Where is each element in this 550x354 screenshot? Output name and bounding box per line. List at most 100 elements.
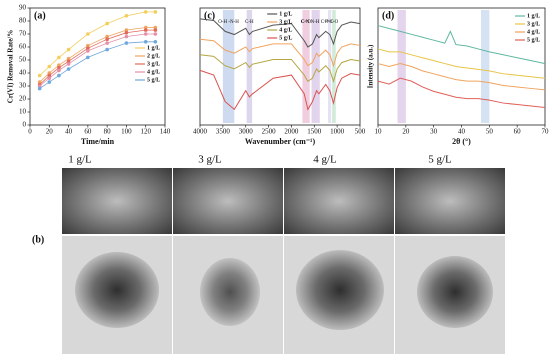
highlight-band (480, 10, 490, 123)
x-tick-label: 20 (46, 128, 54, 136)
tem-particle (200, 258, 260, 326)
column-label: 5 g/L (428, 154, 452, 166)
series-line (199, 54, 361, 83)
legend-label: 4 g/L (147, 69, 160, 75)
data-point (124, 28, 129, 32)
data-point (66, 59, 71, 64)
data-point (37, 80, 42, 84)
x-tick-label: 60 (514, 128, 522, 136)
data-point (153, 32, 158, 36)
y-tick-label: 40 (19, 69, 27, 77)
data-point (66, 62, 71, 66)
data-point (66, 47, 71, 52)
panel-label: (b) (32, 234, 44, 245)
x-tick-label: 40 (458, 128, 466, 136)
x-tick-label: 140 (160, 128, 171, 136)
sem-image (284, 168, 394, 234)
data-point (86, 49, 90, 53)
x-tick-label: 3000 (239, 128, 254, 136)
x-tick-label: 120 (140, 128, 151, 136)
data-point (105, 41, 109, 45)
band-label: P=O (325, 20, 335, 25)
data-point (37, 86, 42, 91)
data-point (143, 32, 148, 36)
x-tick-label: 20 (402, 128, 410, 136)
data-point (47, 76, 52, 80)
tem-particle (417, 256, 493, 328)
data-point (37, 84, 42, 88)
x-axis-label: Wavenumber (cm⁻¹) (245, 137, 316, 146)
y-tick-label: 60 (19, 43, 27, 51)
highlight-band (302, 10, 310, 123)
legend-label: 3 g/L (147, 61, 160, 67)
data-point (86, 55, 90, 60)
panel-label: (a) (34, 10, 46, 21)
legend-label: 4 g/L (279, 27, 292, 33)
data-point (57, 68, 61, 73)
highlight-band (397, 10, 406, 123)
data-point (57, 73, 61, 78)
data-point (57, 66, 61, 70)
x-tick-label: 50 (486, 128, 494, 136)
legend-label: 1 g/L (279, 11, 292, 17)
data-point (86, 43, 90, 48)
x-tick-label: 4000 (193, 128, 208, 136)
series-line (199, 18, 361, 48)
highlight-band (328, 10, 332, 123)
data-point (47, 64, 52, 69)
series-line (377, 77, 546, 108)
data-point (143, 40, 148, 44)
y-tick-label: 70 (19, 30, 27, 38)
x-axis-label: Time/min (81, 137, 115, 146)
sem-image (173, 168, 283, 234)
tem-particle (75, 252, 159, 328)
data-point (86, 46, 90, 51)
legend-label: 5 g/L (279, 35, 292, 41)
y-tick-label: 0 (23, 121, 27, 129)
data-point (37, 73, 42, 78)
band-label: C-H (245, 20, 254, 25)
x-tick-label: 2000 (284, 128, 299, 136)
legend-label: 5 g/L (147, 77, 160, 83)
x-tick-label: 1000 (330, 128, 345, 136)
data-point (66, 56, 71, 61)
column-label: 4 g/L (313, 154, 337, 166)
data-point (143, 10, 148, 14)
series-line (377, 25, 546, 65)
x-tick-label: 0 (28, 128, 32, 136)
band-label: C-O (330, 20, 339, 25)
tem-particle (296, 250, 384, 330)
data-point (47, 73, 52, 78)
x-tick-label: 30 (430, 128, 438, 136)
x-tick-label: 10 (375, 128, 383, 136)
legend-label: 3 g/L (527, 21, 540, 27)
data-point (105, 34, 109, 39)
x-tick-label: 100 (121, 128, 132, 136)
x-tick-label: 70 (542, 128, 550, 136)
y-axis-label: Cr(VI) Removal Rate/% (7, 30, 15, 103)
y-tick-label: 30 (19, 82, 27, 90)
data-point (105, 47, 109, 52)
y-tick-label: 80 (19, 17, 27, 25)
x-tick-label: 3500 (216, 128, 231, 136)
data-point (124, 30, 129, 35)
data-point (124, 34, 129, 39)
data-point (57, 55, 61, 60)
data-point (105, 21, 109, 26)
data-point (47, 71, 52, 75)
data-point (86, 32, 90, 36)
highlight-band (311, 10, 320, 123)
y-tick-label: 90 (19, 4, 27, 12)
y-tick-label: 10 (19, 108, 27, 116)
y-tick-label: 20 (19, 95, 27, 103)
x-tick-label: 2500 (262, 128, 277, 136)
series-line (199, 69, 361, 111)
band-label: C=O (301, 20, 311, 25)
series-line (39, 33, 156, 87)
x-tick-label: 500 (355, 128, 366, 136)
data-point (47, 80, 52, 84)
x-tick-label: 60 (84, 128, 92, 136)
panel-label: (d) (382, 10, 394, 21)
x-tick-label: 40 (65, 128, 73, 136)
